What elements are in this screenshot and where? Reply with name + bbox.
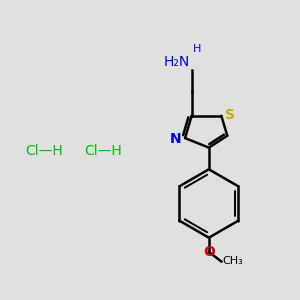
Text: CH₃: CH₃ (223, 256, 244, 266)
Text: Cl—H: Cl—H (85, 145, 122, 158)
Text: H₂N: H₂N (164, 55, 190, 69)
Text: O: O (203, 245, 215, 259)
Text: Cl—H: Cl—H (25, 145, 63, 158)
Text: S: S (226, 108, 236, 122)
Text: H: H (194, 44, 202, 54)
Text: N: N (169, 132, 181, 146)
